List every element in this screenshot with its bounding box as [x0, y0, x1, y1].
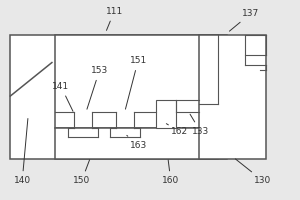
Text: 130: 130 — [236, 159, 272, 185]
Bar — [10, 35, 227, 159]
Bar — [156, 100, 176, 128]
Text: 160: 160 — [162, 160, 179, 185]
Text: 150: 150 — [73, 160, 90, 185]
Text: 162: 162 — [166, 124, 188, 136]
Text: 163: 163 — [127, 135, 147, 150]
Text: 151: 151 — [125, 56, 147, 109]
Text: 141: 141 — [52, 82, 73, 111]
Bar — [55, 35, 218, 128]
Bar — [199, 35, 266, 159]
Text: 153: 153 — [87, 66, 108, 109]
Text: 137: 137 — [230, 9, 260, 31]
Text: 111: 111 — [106, 7, 123, 30]
Text: 140: 140 — [14, 119, 31, 185]
Bar — [55, 128, 218, 159]
Text: 133: 133 — [190, 114, 209, 136]
